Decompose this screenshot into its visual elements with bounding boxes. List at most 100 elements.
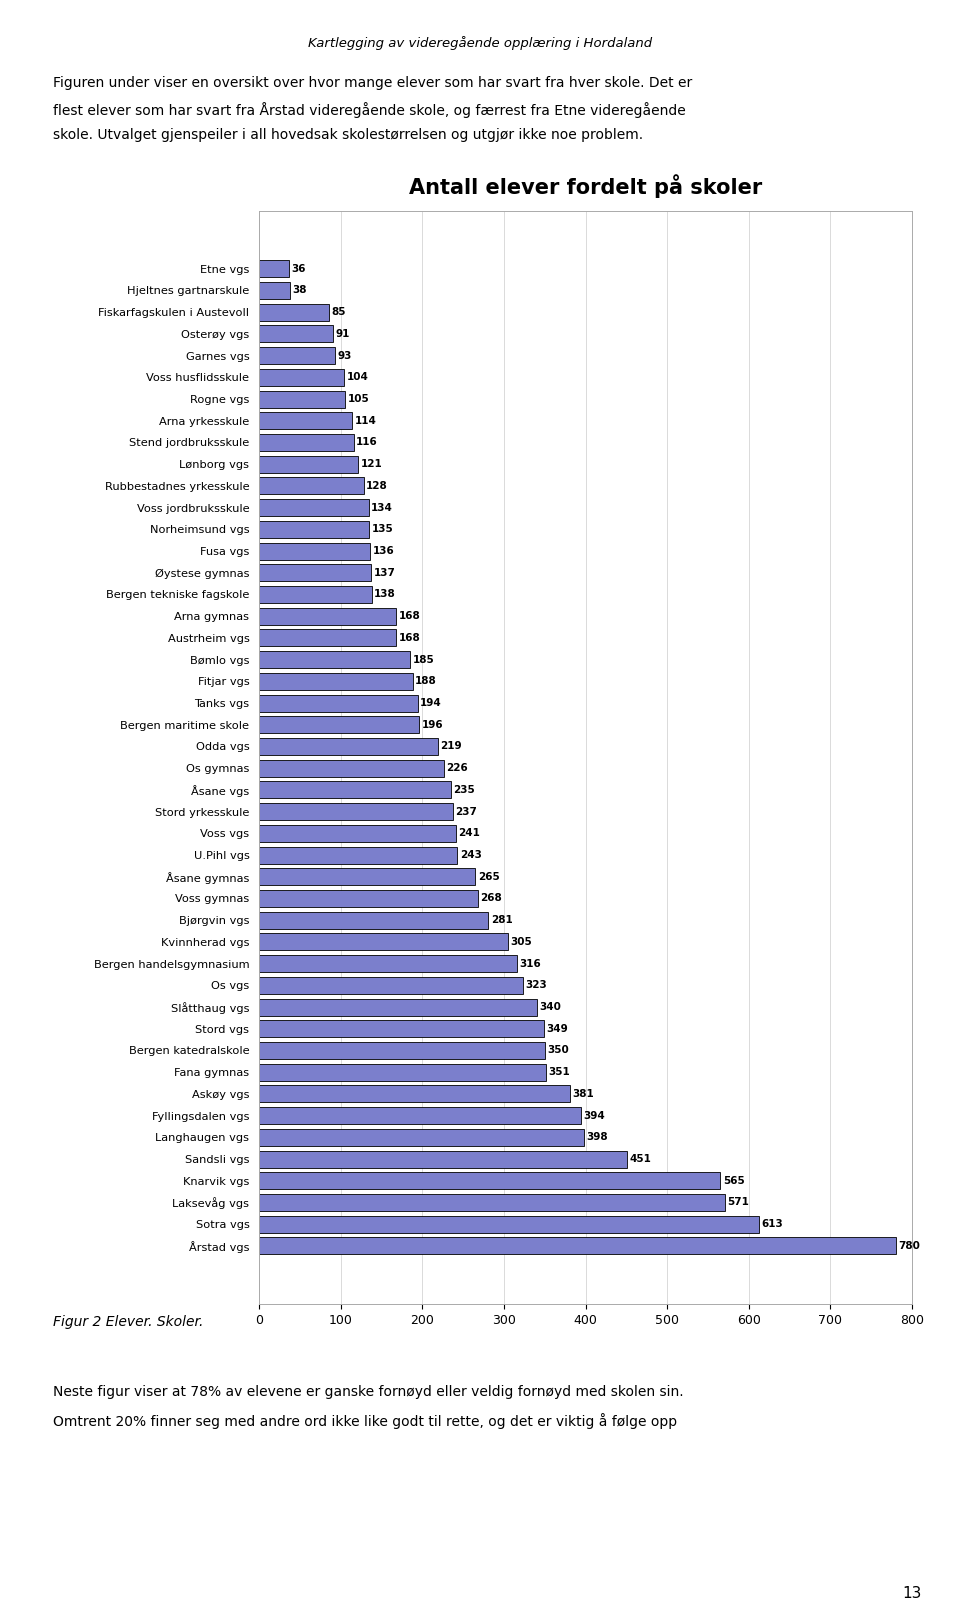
Bar [259, 347, 335, 364]
Text: 121: 121 [360, 458, 382, 470]
Bar [259, 586, 372, 603]
Bar [259, 630, 396, 646]
Text: 136: 136 [372, 546, 395, 556]
Text: 565: 565 [723, 1176, 744, 1186]
Text: 451: 451 [630, 1153, 652, 1165]
Bar [259, 1042, 545, 1059]
Text: 105: 105 [348, 394, 369, 403]
Text: 350: 350 [547, 1045, 569, 1056]
Text: 219: 219 [441, 742, 462, 752]
Text: Figuren under viser en oversikt over hvor mange elever som har svart fra hver sk: Figuren under viser en oversikt over hvo… [53, 76, 692, 91]
Text: 185: 185 [413, 654, 434, 664]
Text: Neste figur viser at 78% av elevene er ganske fornøyd eller veldig fornøyd med s: Neste figur viser at 78% av elevene er g… [53, 1385, 684, 1400]
Bar [259, 760, 444, 776]
Bar [259, 303, 328, 321]
Text: 394: 394 [583, 1111, 605, 1121]
Text: 116: 116 [356, 437, 378, 447]
Bar [259, 369, 344, 386]
Text: 137: 137 [373, 567, 396, 578]
Text: 104: 104 [347, 373, 369, 382]
Text: 241: 241 [458, 828, 480, 839]
Bar [259, 1106, 581, 1124]
Bar [259, 1129, 584, 1145]
Text: 138: 138 [374, 590, 396, 599]
Text: 134: 134 [371, 502, 393, 512]
Bar [259, 1238, 896, 1254]
Bar [259, 804, 452, 820]
Text: 135: 135 [372, 525, 394, 535]
Text: 38: 38 [293, 285, 307, 295]
Bar [259, 739, 438, 755]
Text: 194: 194 [420, 698, 442, 708]
Bar [259, 672, 413, 690]
Bar [259, 1085, 570, 1102]
Bar [259, 933, 508, 951]
Bar [259, 977, 523, 993]
Text: 571: 571 [728, 1197, 750, 1207]
Bar [259, 889, 478, 907]
Text: 226: 226 [446, 763, 468, 773]
Bar [259, 478, 364, 494]
Text: 268: 268 [480, 894, 502, 904]
Text: 265: 265 [478, 872, 499, 881]
Text: 349: 349 [546, 1024, 568, 1034]
Text: skole. Utvalget gjenspeiler i all hovedsak skolestørrelsen og utgjør ikke noe pr: skole. Utvalget gjenspeiler i all hoveds… [53, 128, 643, 143]
Bar [259, 434, 354, 450]
Bar [259, 390, 345, 408]
Bar [259, 282, 290, 300]
Text: 237: 237 [455, 807, 477, 816]
Bar [259, 543, 371, 559]
Bar [259, 956, 517, 972]
Title: Antall elever fordelt på skoler: Antall elever fordelt på skoler [409, 173, 762, 198]
Bar [259, 326, 333, 342]
Bar [259, 455, 358, 473]
Bar [259, 261, 289, 277]
Bar [259, 1064, 545, 1081]
Text: 243: 243 [460, 850, 482, 860]
Bar [259, 825, 456, 842]
Bar [259, 868, 475, 885]
Text: 128: 128 [366, 481, 388, 491]
Text: 168: 168 [398, 633, 420, 643]
Text: 168: 168 [398, 611, 420, 620]
Bar [259, 1194, 725, 1212]
Text: 613: 613 [762, 1220, 783, 1230]
Text: 305: 305 [511, 936, 532, 948]
Text: 351: 351 [548, 1068, 570, 1077]
Text: 188: 188 [415, 676, 437, 687]
Bar [259, 781, 451, 799]
Bar [259, 1215, 759, 1233]
Bar [259, 1150, 627, 1168]
Bar [259, 522, 370, 538]
Bar [259, 499, 369, 517]
Text: 13: 13 [902, 1586, 922, 1601]
Text: 93: 93 [338, 350, 352, 361]
Text: 323: 323 [525, 980, 547, 990]
Bar [259, 651, 410, 667]
Text: 381: 381 [572, 1089, 594, 1098]
Bar [259, 564, 371, 582]
Bar [259, 912, 489, 928]
Text: 235: 235 [453, 786, 475, 795]
Bar [259, 716, 420, 734]
Bar [259, 847, 458, 863]
Bar [259, 608, 396, 625]
Bar [259, 998, 537, 1016]
Text: 398: 398 [587, 1132, 608, 1142]
Text: 316: 316 [519, 959, 541, 969]
Text: Kartlegging av videregående opplæring i Hordaland: Kartlegging av videregående opplæring i … [308, 36, 652, 50]
Bar [259, 695, 418, 711]
Text: 281: 281 [491, 915, 513, 925]
Text: 85: 85 [331, 308, 346, 318]
Text: flest elever som har svart fra Årstad videregående skole, og færrest fra Etne vi: flest elever som har svart fra Årstad vi… [53, 102, 685, 118]
Text: 340: 340 [540, 1003, 561, 1012]
Text: 36: 36 [291, 264, 305, 274]
Text: 196: 196 [421, 719, 444, 729]
Text: 114: 114 [354, 416, 376, 426]
Text: Omtrent 20% finner seg med andre ord ikke like godt til rette, og det er viktig : Omtrent 20% finner seg med andre ord ikk… [53, 1413, 677, 1429]
Text: 780: 780 [899, 1241, 920, 1251]
Bar [259, 1173, 720, 1189]
Bar [259, 1021, 544, 1037]
Bar [259, 413, 352, 429]
Text: 91: 91 [336, 329, 350, 339]
